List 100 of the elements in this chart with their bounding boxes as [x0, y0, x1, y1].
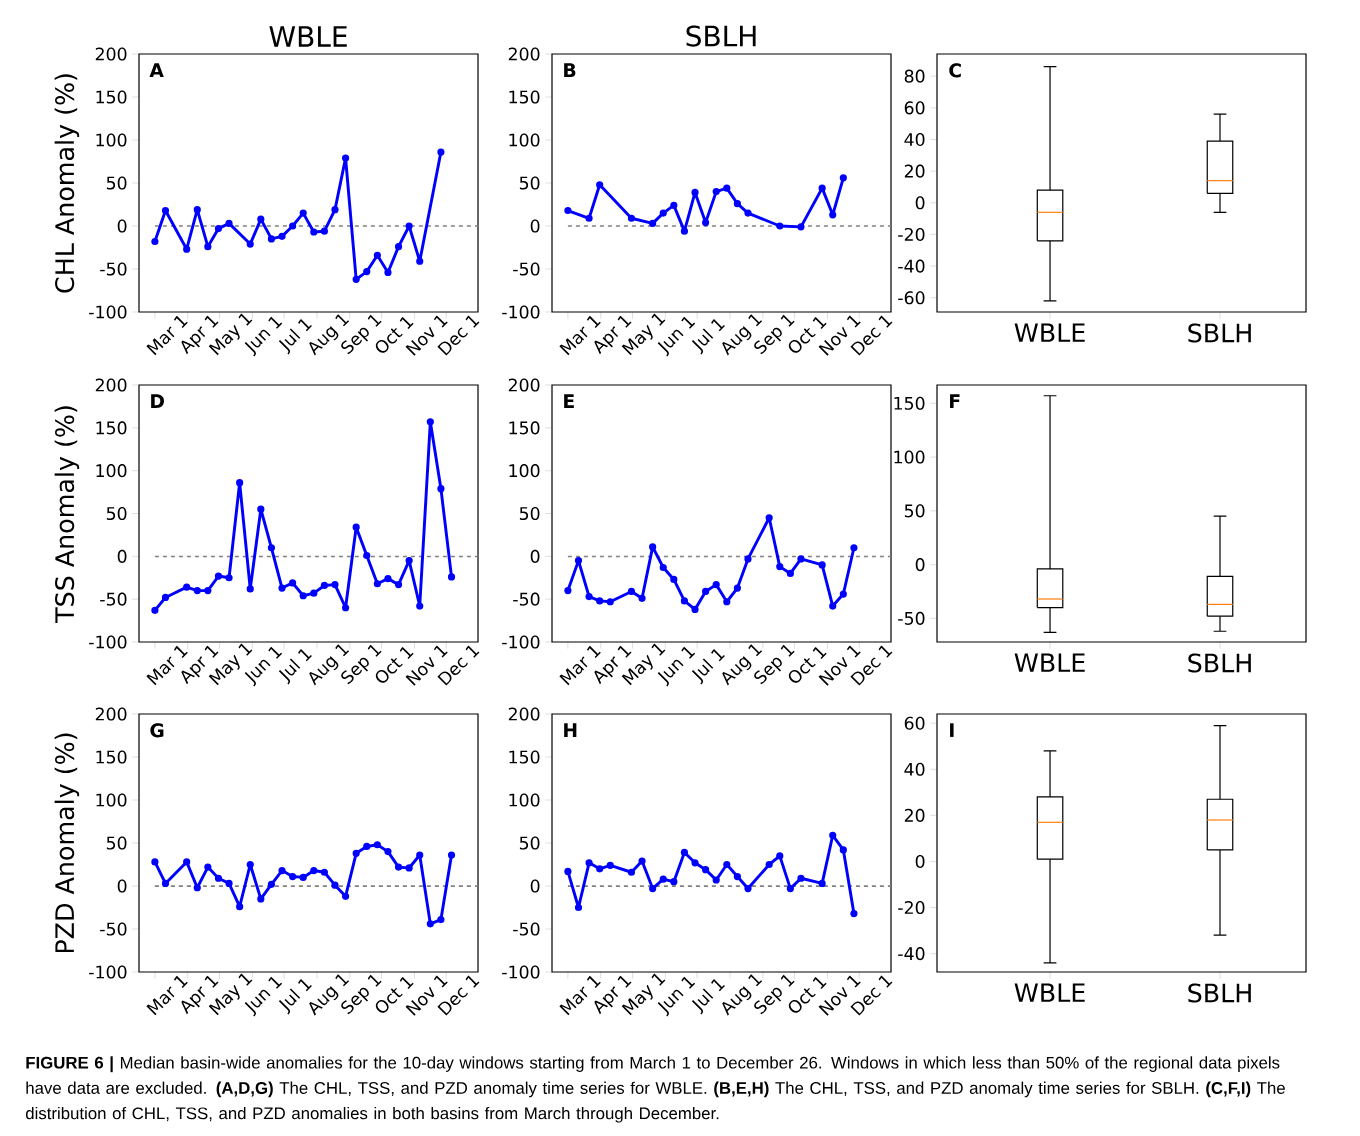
point: [161, 879, 170, 888]
point: [236, 479, 244, 487]
y-tick-label: 60: [904, 101, 925, 115]
y-tick-label: -50: [100, 592, 127, 606]
point: [627, 587, 636, 596]
annotation: H: [564, 723, 577, 737]
point: [829, 211, 837, 219]
point: [437, 485, 445, 493]
y-tick-label: 100: [96, 464, 127, 478]
point: [691, 605, 699, 614]
y-tick-label: 200: [95, 707, 127, 721]
point: [447, 573, 456, 581]
point: [723, 860, 731, 869]
point: [723, 598, 731, 606]
y-tick-label: 100: [509, 464, 540, 478]
point: [320, 227, 328, 235]
point: [331, 881, 339, 889]
point: [437, 915, 445, 924]
point: [670, 575, 678, 584]
point: [289, 872, 297, 881]
point: [585, 593, 593, 601]
x-tick-label: WBLE: [1014, 983, 1085, 1002]
point: [183, 583, 191, 591]
annotation: E: [564, 394, 574, 408]
point: [204, 243, 212, 251]
point: [659, 875, 667, 883]
point: [776, 852, 784, 860]
point: [384, 268, 392, 277]
point: [236, 903, 244, 911]
y-tick-label: -40: [898, 947, 925, 961]
point: [416, 602, 424, 610]
point: [267, 544, 276, 552]
point: [267, 235, 276, 243]
point: [161, 593, 170, 602]
point: [585, 859, 593, 867]
y-tick-label: -50: [898, 611, 925, 625]
point: [214, 224, 223, 233]
point: [416, 257, 424, 265]
point: [204, 587, 212, 595]
y-tick-label: 50: [519, 506, 540, 521]
point: [416, 851, 424, 859]
point: [564, 867, 572, 875]
y-tick-label: 0: [915, 558, 925, 572]
point: [691, 859, 699, 867]
y-tick-label: 150: [509, 90, 540, 104]
point: [299, 873, 307, 882]
y-tick-label: -60: [898, 291, 925, 305]
y-tick-label: 0: [915, 854, 925, 869]
point: [829, 831, 837, 839]
y-tick-label: 50: [519, 176, 540, 190]
x-tick-label: WBLE: [1014, 653, 1085, 672]
y-tick-label: 150: [96, 421, 127, 435]
point: [733, 872, 741, 881]
point: [712, 188, 720, 196]
point: [818, 561, 826, 569]
y-tick-label: 100: [509, 133, 540, 147]
point: [214, 572, 223, 580]
y-tick-label: -50: [513, 922, 540, 936]
y-tick-label: 50: [106, 836, 127, 850]
x-tick-label: SBLH: [1188, 323, 1251, 343]
point: [278, 866, 286, 875]
y-tick-label: 150: [96, 90, 127, 104]
annotation: D: [151, 394, 164, 408]
point: [331, 581, 339, 589]
point: [829, 602, 837, 610]
point: [680, 597, 689, 605]
y-tick-label: 0: [530, 549, 540, 563]
point: [702, 866, 710, 874]
point: [627, 214, 636, 222]
point: [193, 206, 201, 214]
point: [352, 523, 360, 531]
point: [257, 895, 265, 903]
point: [310, 589, 318, 597]
point: [712, 876, 720, 884]
y-tick-label: 0: [530, 219, 540, 233]
y-tick-label: -20: [898, 227, 925, 242]
point: [733, 200, 741, 208]
point: [341, 604, 350, 612]
annotation: I: [950, 723, 954, 737]
point: [341, 154, 350, 162]
y-tick-label: -20: [898, 900, 925, 915]
point: [850, 909, 858, 918]
point: [310, 228, 318, 236]
y-tick-label: -100: [502, 965, 540, 979]
point: [225, 574, 233, 582]
chart-title: WBLE: [269, 26, 347, 47]
point: [405, 557, 413, 565]
point: [257, 505, 265, 513]
annotation: B: [564, 63, 576, 77]
y-tick-label: 60: [904, 716, 925, 730]
point: [776, 222, 784, 230]
y-tick-label: 50: [106, 506, 127, 521]
point: [839, 174, 847, 182]
y-tick-label: -100: [502, 305, 540, 319]
point: [278, 584, 286, 592]
y-tick-label: 50: [519, 836, 540, 850]
point: [405, 864, 413, 872]
point: [183, 245, 191, 253]
point: [818, 879, 826, 888]
y-axis-title: TSS Anomaly (%): [54, 406, 80, 623]
